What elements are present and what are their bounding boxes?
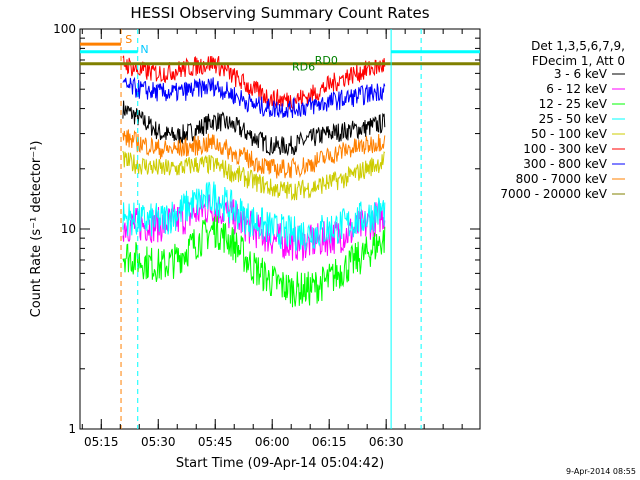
x-tick-label: 05:30 <box>141 435 176 449</box>
x-tick-label: 05:15 <box>84 435 119 449</box>
legend-entry: 7000 - 20000 keV <box>500 187 607 201</box>
x-axis: 05:15 05:30 05:45 06:00 06:15 06:30 <box>81 29 463 449</box>
series-line <box>122 181 386 252</box>
legend-entry: 300 - 800 keV <box>523 157 607 171</box>
legend-entry: 3 - 6 keV <box>554 67 608 81</box>
y-axis: 1 10 100 <box>53 22 480 436</box>
series-line <box>122 194 386 261</box>
x-axis-label: Start Time (09-Apr-14 05:04:42) <box>176 456 384 471</box>
y-tick-label: 100 <box>53 22 76 36</box>
annotation-label: N <box>140 43 148 56</box>
legend-entry: 50 - 100 keV <box>531 127 608 141</box>
series-line <box>122 129 386 179</box>
x-tick-label: 06:00 <box>255 435 290 449</box>
annotation-label: S <box>125 33 132 46</box>
annotation-label: RD6 <box>292 61 315 74</box>
legend: Det 1,3,5,6,7,9,FDecim 1, Att 03 - 6 keV… <box>500 39 625 201</box>
legend-entry: 100 - 300 keV <box>523 142 607 156</box>
legend-header: Det 1,3,5,6,7,9, <box>531 39 625 53</box>
x-tick-label: 06:30 <box>369 435 404 449</box>
legend-entry: 25 - 50 keV <box>539 112 608 126</box>
x-tick-label: 05:45 <box>198 435 233 449</box>
y-tick-label: 1 <box>68 422 76 436</box>
y-tick-label: 10 <box>61 222 76 236</box>
series-line <box>122 100 386 157</box>
legend-entry: 800 - 7000 keV <box>516 172 608 186</box>
series-line <box>122 150 386 201</box>
y-axis-label: Count Rate (s⁻¹ detector⁻¹) <box>29 141 44 318</box>
series-line <box>122 76 386 119</box>
legend-entry: 12 - 25 keV <box>539 97 608 111</box>
series-line <box>122 55 386 112</box>
chart-title: HESSI Observing Summary Count Rates <box>130 4 429 22</box>
footer-timestamp: 9-Apr-2014 08:55 <box>566 467 636 476</box>
legend-header: FDecim 1, Att 0 <box>532 54 625 68</box>
legend-entry: 6 - 12 keV <box>546 82 608 96</box>
series-line <box>122 213 386 308</box>
x-tick-label: 06:15 <box>312 435 347 449</box>
annotation-label: RD0 <box>315 54 338 67</box>
